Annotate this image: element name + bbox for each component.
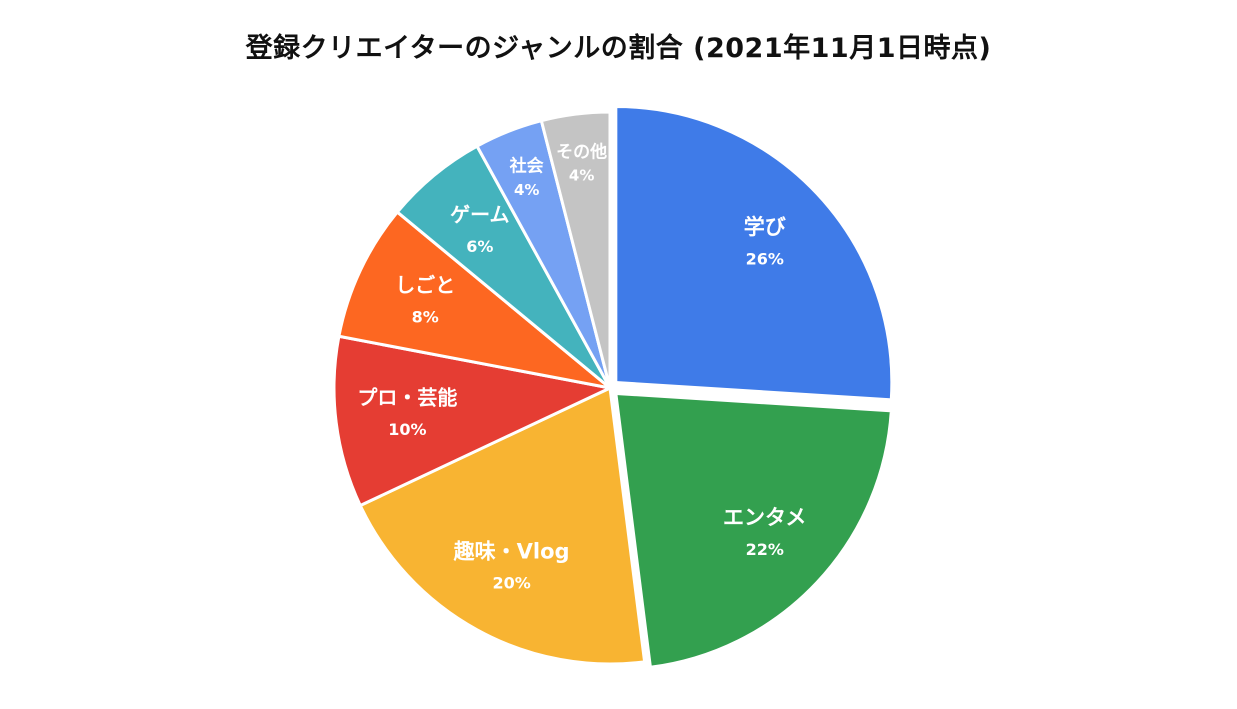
pie-labels: 学び 26% エンタメ 22% 趣味・Vlog 20% プロ・芸能 10% しごと 8% ゲーム 6%… bbox=[357, 141, 806, 592]
slice-percent-label-1: 22% bbox=[746, 540, 784, 559]
slice-percent-label-6: 4% bbox=[514, 181, 539, 199]
slice-category-label-7: その他 bbox=[556, 141, 607, 162]
pie-slice-7 bbox=[539, 110, 612, 390]
slice-percent-label-3: 10% bbox=[388, 420, 426, 439]
slice-category-label-4: しごと bbox=[395, 273, 455, 297]
chart-title: 登録クリエイターのジャンルの割合 (2021年11月1日時点) bbox=[245, 33, 992, 64]
pie-slice-4 bbox=[337, 210, 612, 390]
slice-category-label-0: 学び bbox=[744, 215, 786, 239]
slice-percent-label-2: 20% bbox=[492, 574, 530, 593]
slice-category-label-6: 社会 bbox=[509, 156, 544, 177]
slice-category-label-5: ゲーム bbox=[450, 203, 509, 227]
pie-slice-0 bbox=[614, 105, 894, 402]
slice-percent-label-7: 4% bbox=[569, 167, 594, 185]
slice-percent-label-4: 8% bbox=[412, 308, 439, 327]
pie-slice-2 bbox=[358, 386, 647, 666]
pie-slices bbox=[332, 105, 894, 669]
slice-category-label-1: エンタメ bbox=[723, 506, 806, 530]
pie-slice-1 bbox=[614, 391, 893, 669]
slice-category-label-2: 趣味・Vlog bbox=[453, 539, 570, 563]
slice-percent-label-0: 26% bbox=[746, 249, 784, 268]
slice-category-label-3: プロ・芸能 bbox=[357, 386, 457, 410]
slice-percent-label-5: 6% bbox=[466, 237, 493, 256]
pie-slice-3 bbox=[332, 334, 612, 508]
